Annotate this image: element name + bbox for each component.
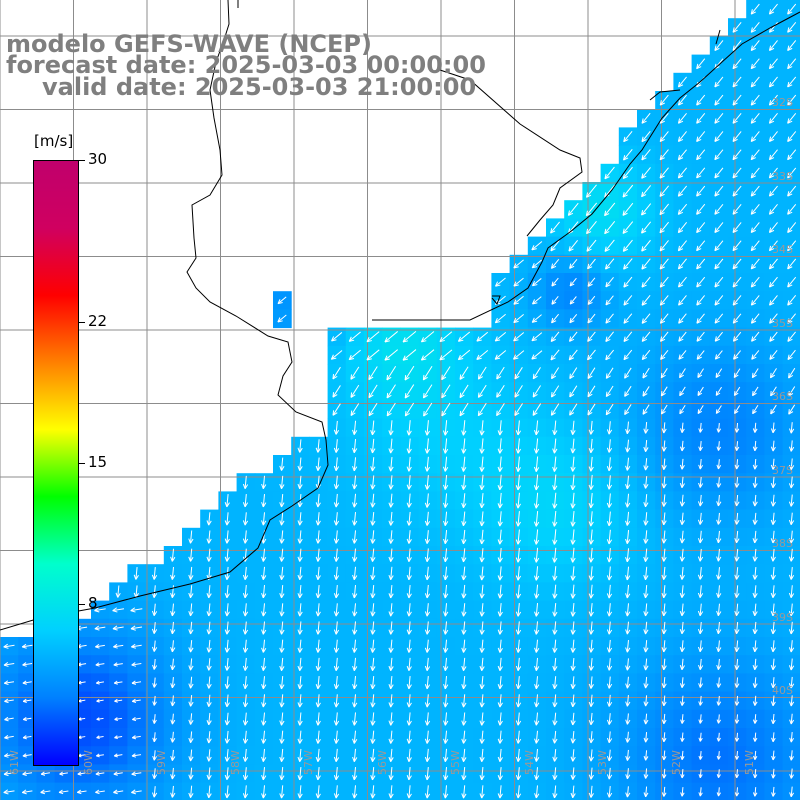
longitude-label: 58W — [228, 750, 242, 775]
latitude-label: 38S — [772, 537, 793, 550]
colorbar-tick-mark — [79, 321, 85, 323]
colorbar-unit: [m/s] — [34, 132, 74, 150]
longitude-label: 54W — [522, 750, 536, 775]
latitude-label: 32S — [772, 96, 793, 109]
colorbar-tick-label: 8 — [88, 594, 98, 613]
longitude-label: 56W — [375, 750, 389, 775]
colorbar-tick-label: 30 — [88, 150, 108, 168]
latitude-label: 37S — [772, 463, 793, 477]
latitude-label: 34S — [772, 243, 793, 256]
longitude-label: 59W — [155, 750, 168, 775]
latitude-label: 33S — [772, 169, 793, 183]
longitude-label: 53W — [596, 750, 609, 775]
title-valid-date: valid date: 2025-03-03 21:00:00 — [42, 73, 477, 101]
colorbar-tick-label: 22 — [88, 311, 108, 330]
colorbar-tick-mark — [79, 604, 85, 606]
colorbar — [33, 160, 79, 766]
colorbar-tick-mark — [79, 160, 85, 161]
latitude-label: 35S — [772, 316, 793, 330]
longitude-label: 52W — [669, 750, 683, 775]
longitude-label: 57W — [302, 750, 315, 775]
longitude-label: 55W — [449, 750, 462, 775]
latitude-label: 40S — [772, 684, 793, 697]
latitude-label: 36S — [772, 390, 793, 403]
longitude-label: 61W — [8, 750, 21, 775]
latitude-label: 39S — [772, 610, 793, 624]
longitude-label: 51W — [743, 750, 756, 775]
longitude-label: 60W — [81, 750, 95, 775]
colorbar-tick-label: 15 — [88, 453, 108, 471]
colorbar-tick-mark — [79, 463, 85, 464]
